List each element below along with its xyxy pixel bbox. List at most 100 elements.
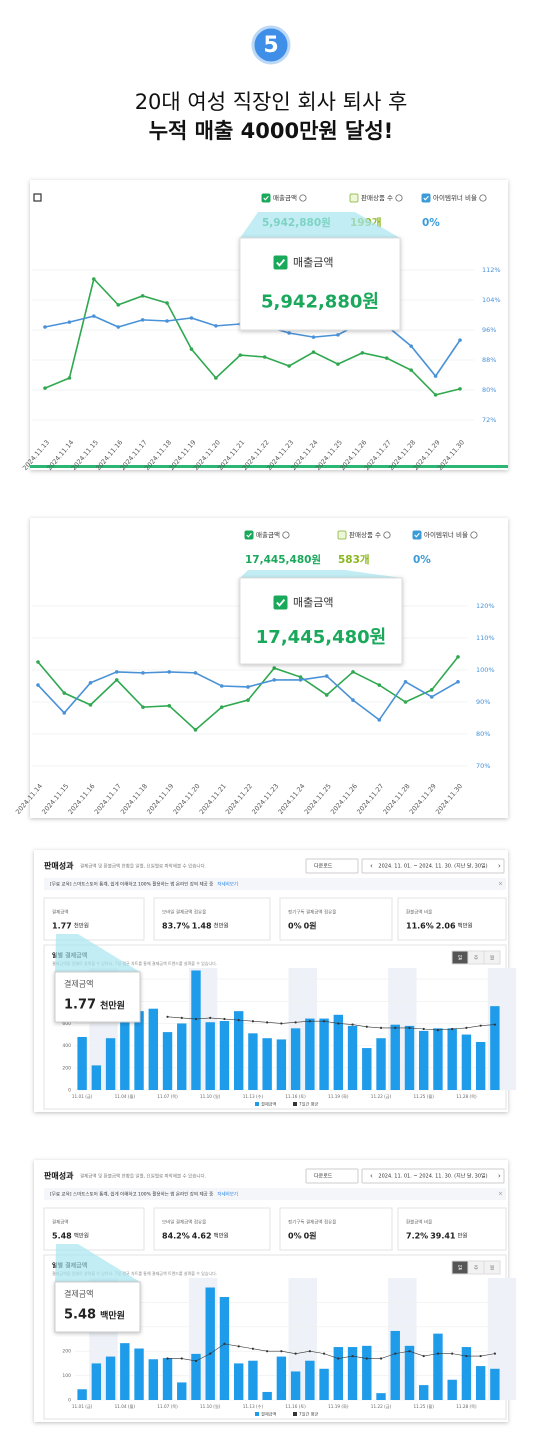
callout [54,971,141,1023]
callout-value: 5.48 [64,1308,96,1323]
bar [347,1347,358,1400]
data-point [36,660,40,664]
callout-pointer [55,1244,140,1282]
data-point [116,325,121,329]
data-point [384,356,389,360]
data-point [351,670,355,674]
toggle-label: 월 [490,955,495,962]
data-point [287,364,291,368]
chart-desc: 결제금액을 일별로 살펴볼 수 있어요. 7일 평균 차트를 통해 결제금액 트… [52,960,217,966]
toggle-label: 일 [458,1265,463,1272]
summary-card [43,897,145,941]
data-point [214,324,218,328]
data-point [114,678,119,682]
data-point [165,319,169,323]
card-value: 백만원 [458,922,473,930]
toggle[interactable] [483,950,501,965]
average-point [237,1019,240,1022]
data-point [429,688,434,692]
bar [248,1033,258,1090]
bar [347,1025,358,1090]
bar [419,1030,429,1090]
data-point [377,718,382,722]
bar [191,1353,201,1400]
data-point [193,728,198,732]
average-point [237,1345,240,1348]
average-point [394,1352,397,1355]
data-point [219,705,224,709]
bar [191,970,201,1090]
bar [120,1343,130,1400]
x-tick-label: 11.25 (월) [413,1093,434,1100]
average-point [308,1350,311,1353]
checkbox [244,530,254,540]
section-title: 판매성과 [44,861,74,871]
tooltip-label: 매출금액 [293,596,333,609]
arrow: › [498,1172,501,1180]
data-point [433,393,438,397]
data-point [92,314,96,318]
card-value: 1.48 [192,922,212,931]
date-range [361,858,505,874]
callout-unit: 천만원 [100,1000,125,1012]
card-label: 결제금액 [52,1219,69,1226]
x-tick-label: 11.04 (월) [115,1093,136,1100]
bar [319,1368,329,1400]
legend-swatch [255,1102,259,1106]
data-point [43,325,47,329]
bar [447,1379,457,1400]
average-line [167,1343,495,1362]
bar [162,1032,173,1090]
x-tick-label: 11.22 (금) [371,1404,392,1409]
y-tick-label: 72% [482,416,496,424]
data-point [377,683,382,687]
arrow: ‹ [370,862,373,870]
y-tick-label: 110% [476,634,495,642]
average-point [266,1350,269,1353]
bar [433,1028,443,1090]
bar [205,1287,215,1400]
section-desc: 결제금액 및 환불금액 현황을 일별, 요일별로 파악해볼 수 있습니다. [80,863,206,870]
data-point [88,703,93,707]
data-point [189,347,194,351]
average-point [379,1026,383,1029]
toggle[interactable] [483,1260,501,1275]
card-label: 모바일 결제금액 점유율 [162,1219,206,1226]
legend-label: 판매상품 수 [349,530,381,539]
date-range-text: 2024. 11. 01. ~ 2024. 11. 30. (지난 달, 30일… [378,1173,487,1180]
average-line [167,1016,495,1031]
data-point [456,655,460,659]
average-point [209,1352,212,1355]
y-tick-label: 90% [476,698,490,706]
bar [233,1363,244,1400]
average-point [223,1017,226,1021]
data-point [272,666,277,670]
bar [77,1036,87,1090]
y-tick-label: 112% [482,266,501,274]
download-button[interactable] [305,1168,359,1184]
data-point [336,362,340,366]
bar [390,1330,400,1400]
average-point [408,1026,411,1029]
callout-value: 1.77 [64,998,96,1013]
average-point [223,1342,226,1345]
data-point [433,374,438,378]
y-tick-label: 70% [476,762,490,770]
data-point [167,704,172,708]
bar [276,1356,287,1400]
data-point [351,698,355,702]
average-point [351,1023,354,1026]
bar [305,1360,315,1400]
banner-link: 자세히보기 [217,881,238,888]
x-tick-label: 11.16 (토) [285,1094,306,1099]
download-button[interactable] [305,858,359,874]
bar [177,1382,187,1400]
data-point [141,671,145,675]
tooltip [239,237,401,331]
average-point [194,1017,198,1021]
data-point [287,331,291,335]
average-point [479,1024,482,1027]
average-point [337,1357,340,1360]
checkbox [273,595,288,610]
average-point [180,1357,183,1360]
